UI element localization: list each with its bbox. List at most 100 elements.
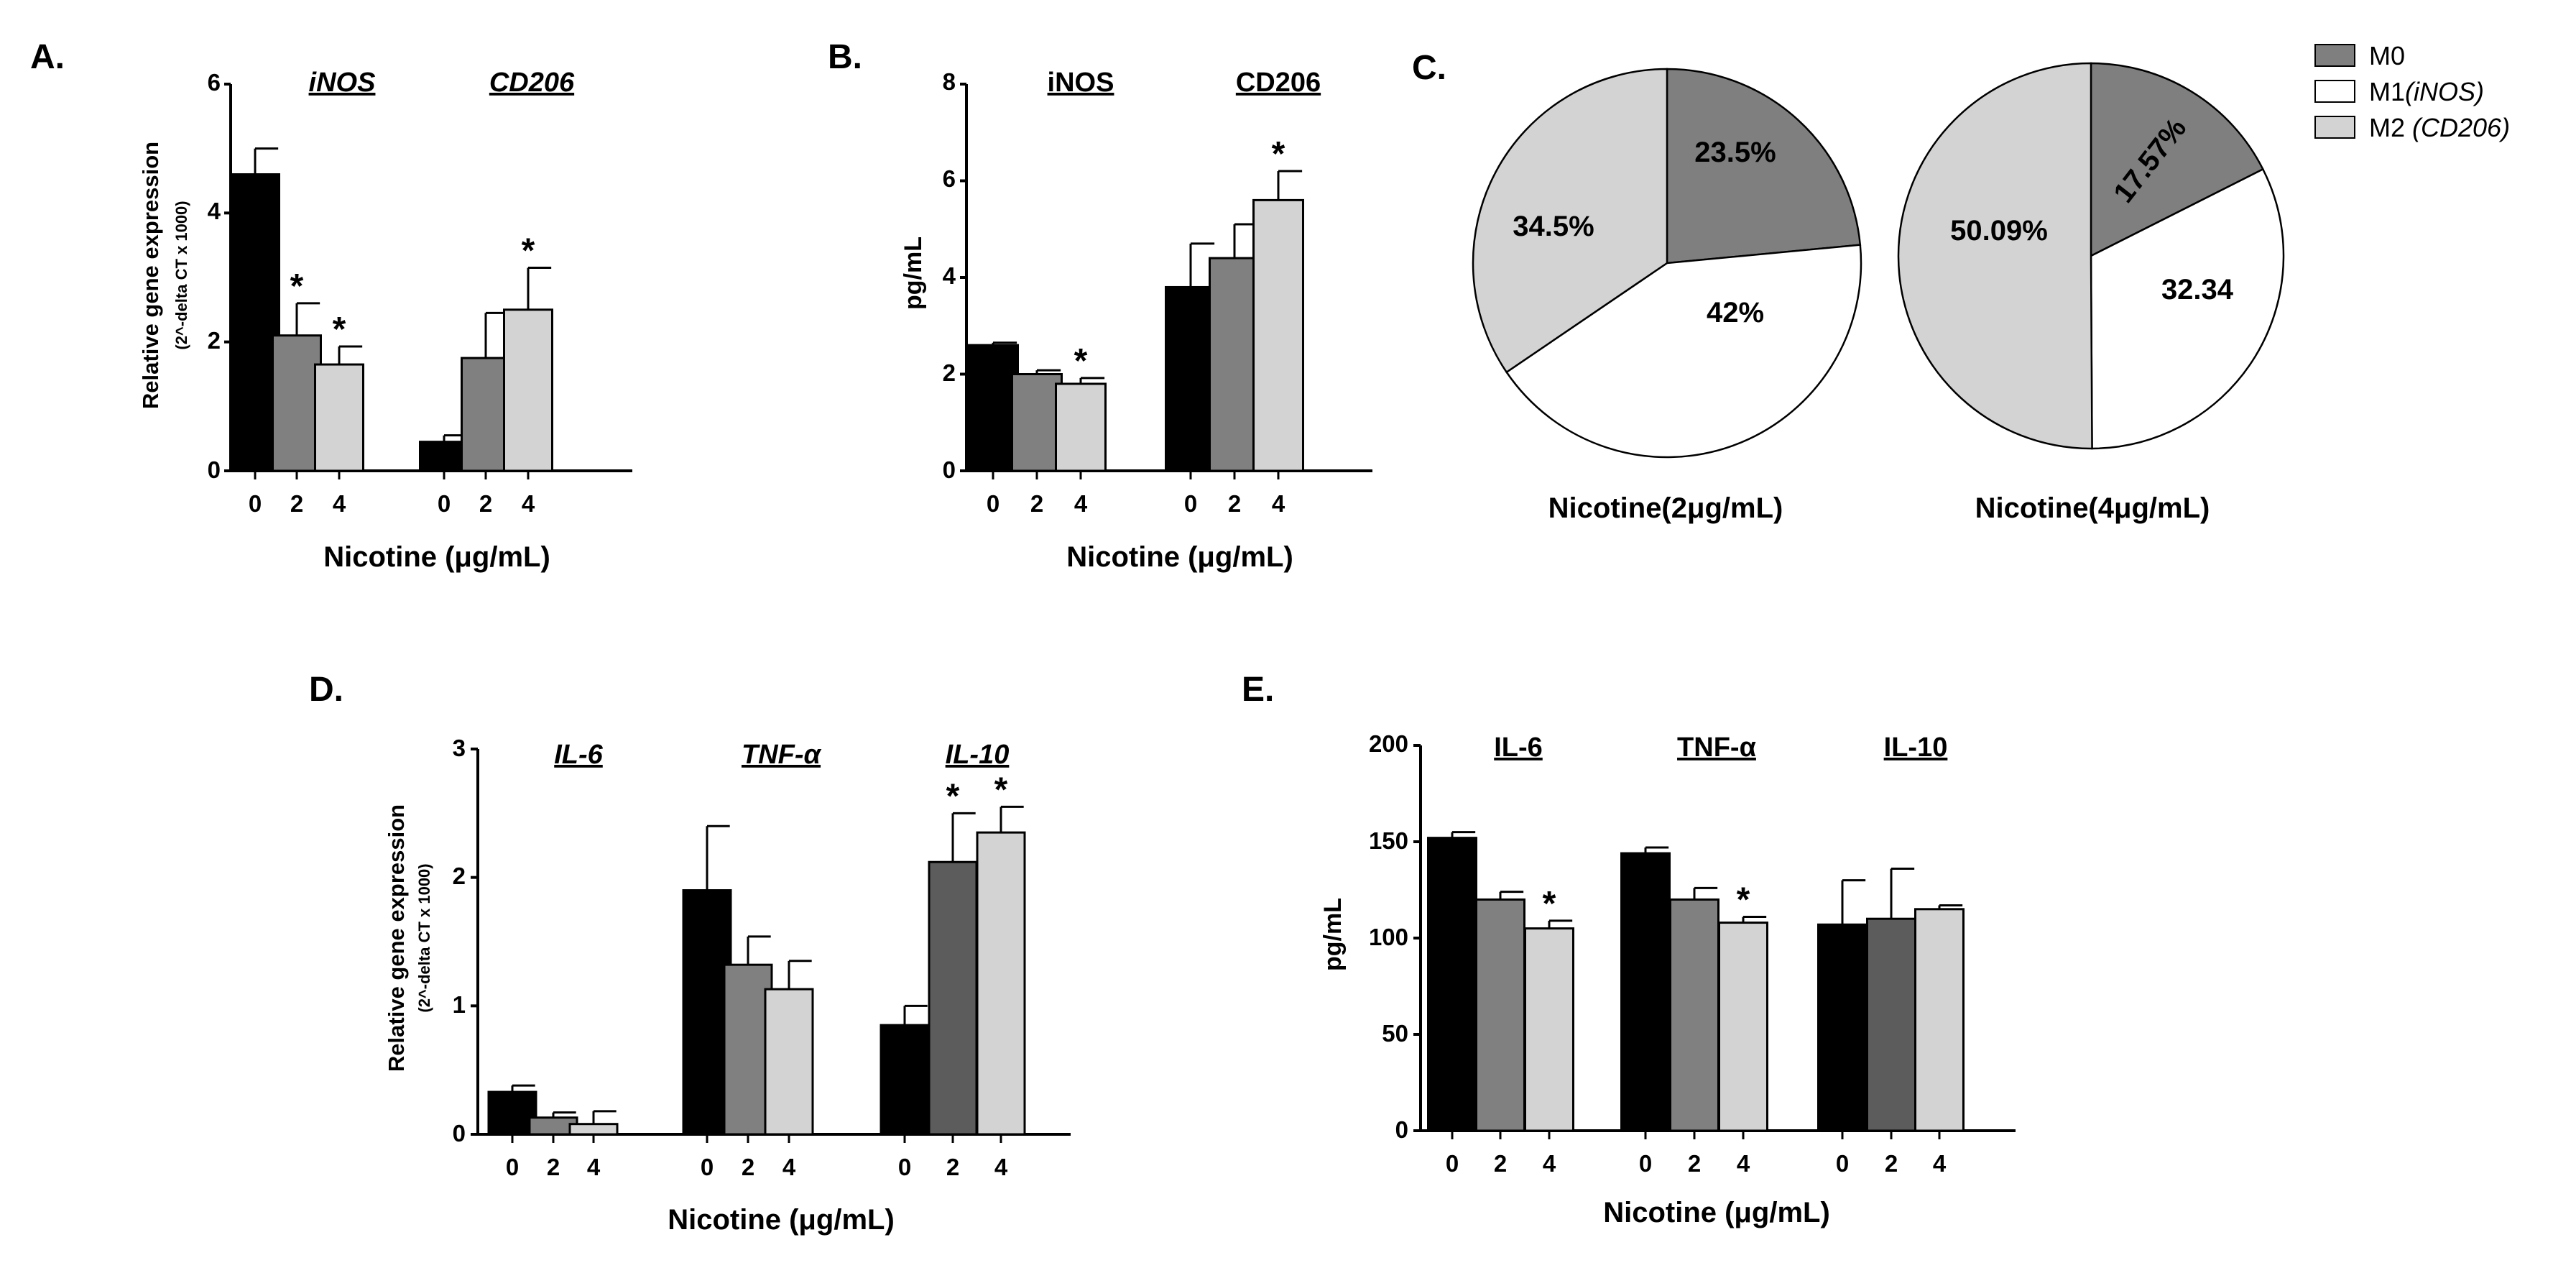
bar-inos-4 [314, 363, 364, 472]
panel-a-xlabel: Nicotine (μg/mL) [323, 541, 550, 573]
panel-e-ytick-3: 150 [1369, 827, 1408, 854]
bar-il6-4 [1524, 927, 1574, 1132]
x-tick-label: 0 [1184, 490, 1197, 517]
pie-slice-m0 [1666, 68, 1862, 265]
panel-e-chart: E. pg/mL 0 50 100 150 200 IL-6 TNF-α IL-… [1242, 671, 2016, 1228]
x-tick-label: 4 [783, 1154, 796, 1180]
x-tick-label: 2 [479, 490, 492, 517]
x-tick-label: 2 [742, 1154, 754, 1180]
pie-slice-m2 [1472, 68, 1668, 374]
panel-b-ytick-4: 8 [943, 68, 956, 95]
pie-slice-label-m0: 23.5% [1694, 137, 1776, 168]
x-tick-label: 4 [1933, 1150, 1947, 1177]
significance-star: * [1737, 881, 1750, 919]
panel-b-ylabel: pg/mL [900, 236, 927, 310]
panel-e-ytick-4: 200 [1369, 730, 1408, 757]
panel-a-label: A. [30, 38, 65, 76]
x-tick-label: 0 [898, 1154, 911, 1180]
pie-slice-m0 [2090, 62, 2264, 258]
x-tick-label: 0 [249, 490, 262, 517]
x-tick-label: 0 [1446, 1150, 1459, 1177]
bar-cd206-2 [1209, 257, 1260, 472]
legend-label-m2: M2 (CD206) [2369, 113, 2510, 142]
bar-il10-2 [1866, 917, 1916, 1132]
x-tick-label: 0 [1639, 1150, 1652, 1177]
legend-swatch-m1 [2314, 80, 2355, 103]
x-tick-label: 2 [290, 490, 303, 517]
panel-b-group-label-inos: iNOS [1048, 68, 1114, 98]
x-tick-label: 2 [1494, 1150, 1507, 1177]
x-tick-label: 0 [701, 1154, 714, 1180]
bar-tnf-4 [1718, 922, 1768, 1132]
x-tick-label: 4 [333, 490, 346, 517]
x-tick-label: 2 [1688, 1150, 1701, 1177]
panel-e-ylabel: pg/mL [1319, 898, 1347, 971]
significance-star: * [1543, 885, 1556, 923]
panel-e-group-label-il10: IL-10 [1884, 732, 1948, 763]
pie-slice-label-m2: 50.09% [1950, 215, 2048, 247]
pie-slice-label-m1: 32.34 [2161, 274, 2234, 305]
pie-caption-4: Nicotine(4μg/mL) [1975, 492, 2210, 524]
bar-inos-2 [272, 334, 322, 472]
panel-d-ytick-3: 3 [453, 735, 466, 761]
panel-a-group-label-inos: iNOS [309, 68, 376, 98]
panel-b-ytick-3: 6 [943, 165, 956, 192]
pie-slice-label-m2: 34.5% [1513, 211, 1594, 242]
legend-swatch-m0 [2314, 44, 2355, 67]
panel-a-chart: A. Relative gene expression (2^-delta CT… [30, 38, 632, 573]
x-tick-label: 0 [506, 1154, 519, 1180]
x-tick-label: 2 [547, 1154, 560, 1180]
significance-star: * [522, 232, 535, 270]
pie-slice-m1 [2090, 167, 2285, 450]
panel-b-ytick-0: 0 [943, 456, 956, 483]
panel-b-xlabel: Nicotine (μg/mL) [1066, 541, 1293, 573]
x-tick-label: 2 [1030, 490, 1043, 517]
legend-label-m0: M0 [2369, 41, 2405, 70]
x-tick-label: 4 [1737, 1150, 1750, 1177]
bar-tnf-2 [723, 963, 773, 1136]
panel-e-group-label-il6: IL-6 [1494, 732, 1543, 763]
pie-nicotine-2: 23.5% 42% 34.5% [1472, 68, 1862, 459]
significance-star: * [1272, 135, 1285, 173]
significance-star: * [946, 777, 960, 815]
x-tick-label: 4 [994, 1154, 1008, 1180]
panel-d-ylabel-sub: (2^-delta CT x 1000) [415, 863, 433, 1012]
panel-d-group-label-il6: IL-6 [554, 740, 603, 770]
panel-d-group-label-tnfa: TNF-α [742, 740, 822, 770]
x-tick-label: 4 [522, 490, 535, 517]
bar-tnf-0 [1620, 852, 1671, 1132]
panel-e-ytick-1: 50 [1382, 1020, 1408, 1047]
significance-star: * [1074, 342, 1088, 380]
pie-slice-m1 [1505, 244, 1862, 459]
bar-il10-0 [1817, 923, 1868, 1132]
x-tick-label: 4 [587, 1154, 601, 1180]
x-tick-label: 2 [1228, 490, 1241, 517]
significance-star: * [994, 771, 1008, 809]
panel-d-chart: D. Relative gene expression (2^-delta CT… [309, 671, 1071, 1236]
panel-a-ylabel: Relative gene expression [138, 142, 163, 409]
bar-tnf-2 [1669, 898, 1719, 1132]
bar-il6-4 [568, 1123, 619, 1136]
panel-d-label: D. [309, 671, 343, 709]
bar-cd206-2 [461, 357, 511, 472]
panel-d-ytick-0: 0 [453, 1120, 466, 1147]
bar-inos-0 [967, 344, 1019, 472]
bar-il6-0 [1427, 837, 1477, 1132]
bar-il10-0 [880, 1024, 930, 1136]
panel-a-ylabel-sub: (2^-delta CT x 1000) [172, 201, 190, 349]
bar-cd206-4 [1252, 198, 1304, 472]
x-tick-label: 0 [1836, 1150, 1849, 1177]
significance-star: * [290, 267, 304, 305]
panel-d-ytick-1: 1 [453, 991, 466, 1018]
bar-il6-0 [487, 1090, 537, 1136]
panel-a-ytick-3: 6 [208, 69, 221, 96]
panel-a-ytick-1: 2 [208, 327, 221, 354]
x-tick-label: 2 [946, 1154, 959, 1180]
x-tick-label: 4 [1272, 490, 1285, 517]
x-tick-label: 0 [438, 490, 451, 517]
panel-d-ylabel: Relative gene expression [384, 804, 409, 1072]
bar-inos-2 [1011, 373, 1063, 472]
